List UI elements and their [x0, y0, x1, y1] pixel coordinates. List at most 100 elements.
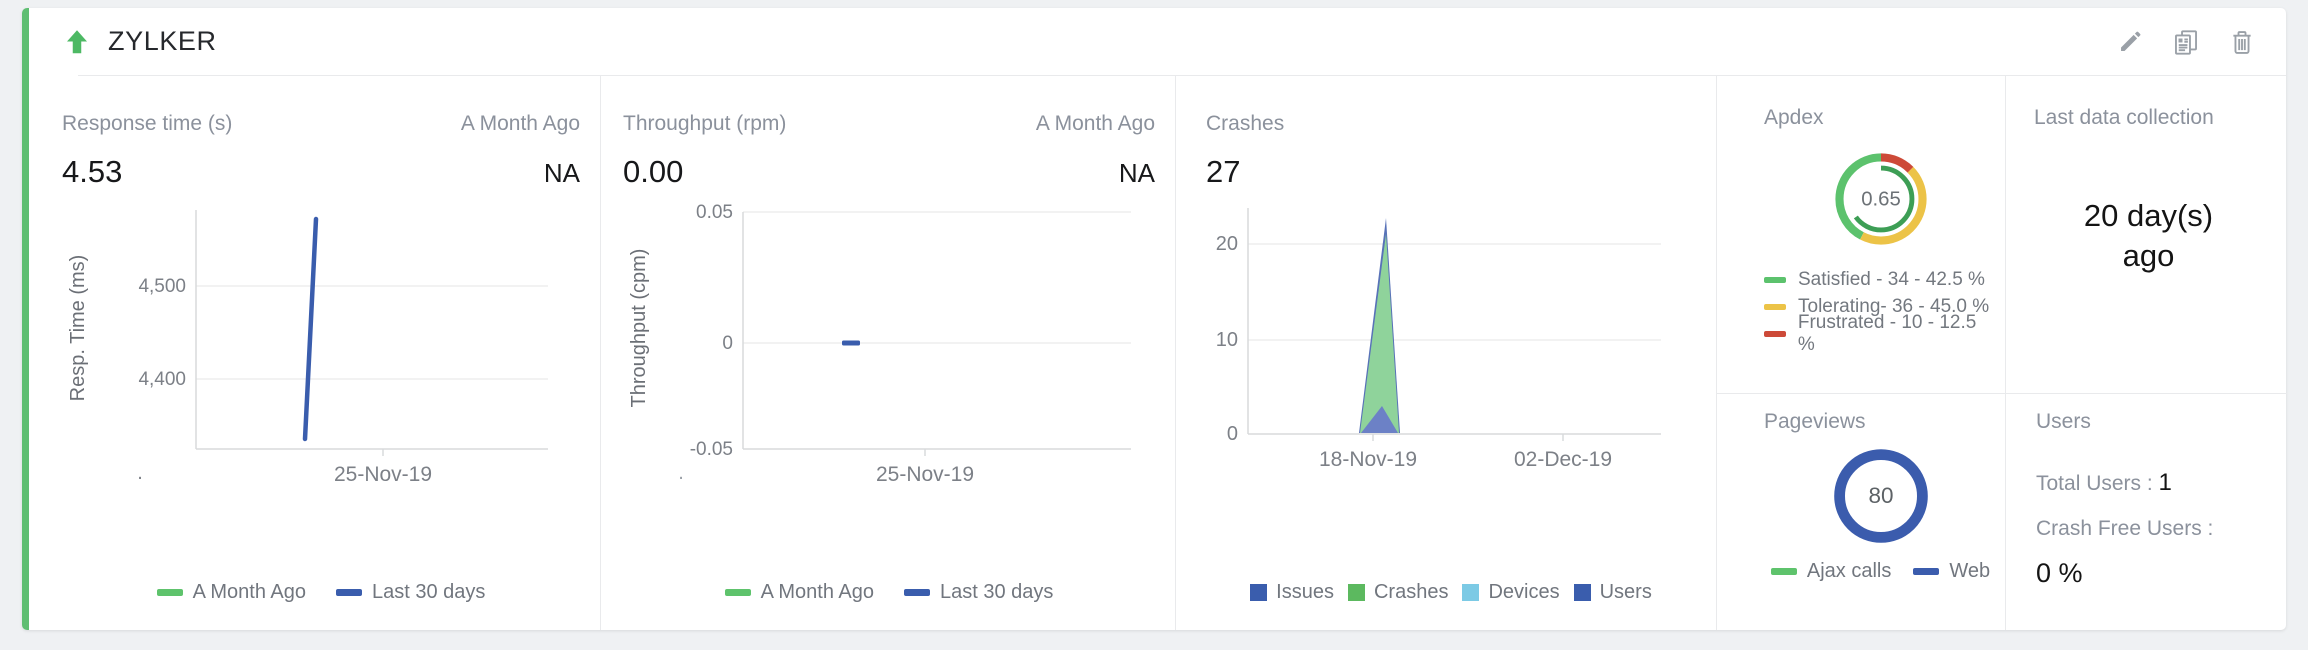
xtick: 25-Nov-19: [334, 463, 432, 486]
panel-pageviews: Pageviews 80 Ajax calls Web: [1717, 394, 2006, 630]
delete-trash-icon[interactable]: [2228, 28, 2256, 56]
apdex-legend: Satisfied - 34 - 42.5 % Tolerating- 36 -…: [1764, 266, 1997, 355]
status-accent-bar: [22, 8, 29, 630]
legend-label: Users: [1599, 581, 1652, 603]
header-divider: [78, 75, 2286, 76]
ytick: 4,500: [138, 276, 186, 297]
separator: :: [2141, 472, 2159, 495]
total-users-label: Total Users: [2036, 472, 2142, 495]
pageviews-donut-chart: 80: [1833, 449, 1928, 543]
last-data-collection-title: Last data collection: [2034, 106, 2214, 129]
crash-free-users-label: Crash Free Users: [2036, 517, 2202, 540]
devices-swatch: [1462, 584, 1480, 601]
legend-item-issues[interactable]: Issues: [1250, 581, 1334, 604]
users-swatch: [1573, 584, 1591, 601]
crashes-area: [1360, 234, 1399, 433]
tolerating-swatch: [1764, 303, 1786, 310]
legend-item-last-30-days[interactable]: Last 30 days: [336, 581, 485, 604]
legend-item-satisfied[interactable]: Satisfied - 34 - 42.5 %: [1764, 266, 1997, 293]
pageviews-legend: Ajax calls Web: [1764, 560, 1997, 583]
legend-label: Tolerating- 36 - 45.0 %: [1798, 295, 1990, 317]
legend-label: Last 30 days: [940, 581, 1054, 603]
crashes-legend: Issues Crashes Devices Users: [1206, 581, 1696, 604]
response-time-legend: A Month Ago Last 30 days: [62, 581, 580, 604]
zylker-app-widget: ZYLKER: [22, 8, 2287, 630]
users-area: [1361, 406, 1398, 433]
legend-item-users[interactable]: Users: [1573, 581, 1652, 604]
panel-last-data-collection: Last data collection 20 day(s) ago: [2006, 76, 2287, 394]
app-title: ZYLKER: [108, 26, 217, 56]
legend-label: Devices: [1488, 581, 1560, 603]
panel-users: Users Total Users : 1 Crash Free Users :…: [2006, 394, 2287, 630]
response-time-title: Response time (s): [62, 112, 233, 135]
legend-item-web[interactable]: Web: [1913, 560, 1990, 583]
copy-icon[interactable]: [2172, 28, 2200, 56]
crash-free-users-row: Crash Free Users :: [2036, 506, 2273, 551]
a-month-ago-swatch: [724, 589, 751, 596]
pageviews-web-arc: [1833, 449, 1928, 543]
panel-response-time: Response time (s) A Month Ago 4.53 NA Re…: [22, 76, 600, 630]
ytick: 10: [1216, 329, 1238, 351]
edit-pencil-icon[interactable]: [2117, 28, 2144, 55]
xtick: 25-Nov-19: [876, 463, 974, 486]
widget-body: Response time (s) A Month Ago 4.53 NA Re…: [22, 76, 2287, 630]
separator: :: [2201, 517, 2214, 540]
web-swatch: [1913, 568, 1940, 575]
legend-item-devices[interactable]: Devices: [1462, 581, 1560, 604]
summary-grid: Apdex 0.65 Satisfied - 34 - 42.5 %: [1716, 76, 2287, 630]
total-users-row: Total Users : 1: [2036, 460, 2273, 506]
apdex-title: Apdex: [1764, 106, 1824, 129]
legend-label: Web: [1949, 560, 1991, 582]
legend-item-a-month-ago[interactable]: A Month Ago: [724, 581, 874, 604]
ytick: 0: [722, 333, 733, 354]
legend-label: Issues: [1276, 581, 1334, 603]
xtick-left: .: [137, 462, 143, 484]
legend-item-frustrated[interactable]: Frustrated - 10 - 12.5 %: [1764, 312, 1997, 355]
legend-item-a-month-ago[interactable]: A Month Ago: [156, 581, 306, 604]
total-users-value: 1: [2158, 469, 2172, 496]
legend-item-last-30-days[interactable]: Last 30 days: [904, 581, 1053, 604]
apdex-donut-chart: 0.65: [1834, 153, 1927, 245]
pageviews-title: Pageviews: [1764, 410, 1866, 433]
crashes-value: 27: [1206, 154, 1241, 189]
xtick: 18-Nov-19: [1319, 448, 1417, 471]
xtick: 02-Dec-19: [1514, 448, 1612, 471]
ytick: 0.05: [696, 202, 733, 223]
satisfied-swatch: [1764, 276, 1786, 283]
legend-label: Ajax calls: [1806, 560, 1892, 582]
app-up-status-arrow-icon: [67, 29, 87, 53]
ago-text: ago: [2122, 238, 2175, 273]
ytick: 4,400: [138, 369, 186, 390]
response-time-ylabel: Resp. Time (ms): [67, 255, 89, 402]
legend-label: Satisfied - 34 - 42.5 %: [1798, 268, 1985, 290]
pageviews-value: 80: [1868, 483, 1893, 508]
panel-crashes: Crashes 27 20 10 0 18-Nov-19 02-Dec-19: [1175, 76, 1716, 630]
crashes-area-chart: 20 10 0 18-Nov-19 02-Dec-19: [1216, 208, 1661, 471]
apdex-score-arc: [1847, 165, 1914, 233]
users-title: Users: [2036, 410, 2091, 433]
frustrated-swatch: [1764, 330, 1786, 337]
ytick: -0.05: [690, 439, 733, 460]
legend-label: Last 30 days: [372, 581, 486, 603]
response-time-value: 4.53: [62, 154, 123, 189]
widget-header: ZYLKER: [22, 8, 2286, 75]
last-30-days-segment: [842, 340, 860, 346]
legend-label: A Month Ago: [760, 581, 874, 603]
response-time-compare-value: NA: [543, 158, 580, 188]
header-actions: [2117, 28, 2256, 56]
legend-label: Frustrated - 10 - 12.5 %: [1797, 311, 1977, 355]
legend-item-tolerating[interactable]: Tolerating- 36 - 45.0 %: [1764, 293, 1997, 320]
legend-label: Crashes: [1373, 581, 1449, 603]
throughput-compare-value: NA: [1118, 158, 1155, 188]
panel-apdex: Apdex 0.65 Satisfied - 34 - 42.5 %: [1717, 76, 2006, 394]
crash-free-users-value: 0 %: [2036, 558, 2083, 588]
last-data-collection-value: 20 day(s) ago: [2034, 196, 2263, 276]
apdex-tolerating-arc: [1834, 153, 1927, 245]
ytick: 0: [1227, 423, 1238, 445]
legend-item-crashes[interactable]: Crashes: [1347, 581, 1449, 604]
response-time-line-chart: Resp. Time (ms) 4,500 4,400 . 25-Nov-19: [67, 210, 548, 486]
throughput-ylabel: Throughput (cpm): [628, 249, 650, 408]
legend-item-ajax-calls[interactable]: Ajax calls: [1770, 560, 1892, 583]
issues-swatch: [1250, 584, 1268, 601]
response-time-compare-label: A Month Ago: [460, 112, 580, 135]
